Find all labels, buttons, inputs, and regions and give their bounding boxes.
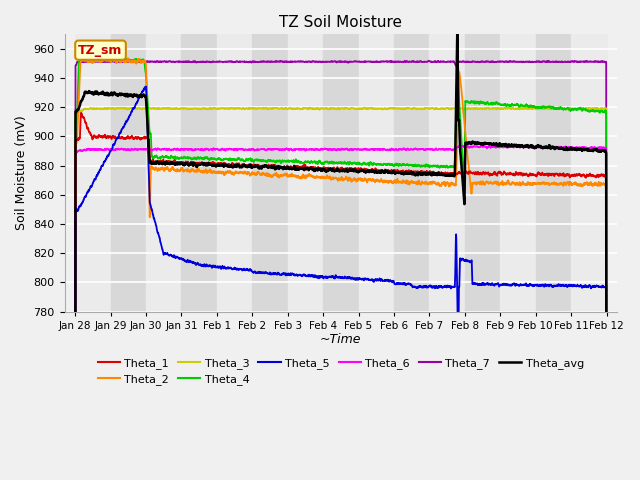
Theta_6: [298, 146, 306, 152]
Bar: [465, 34, 500, 312]
Theta_4: [535, 105, 543, 111]
Theta_avg: [132, 93, 140, 98]
Theta_4: [593, 108, 600, 113]
Theta_4: [275, 158, 283, 164]
Theta_1: [535, 171, 543, 177]
Bar: [75, 34, 111, 312]
X-axis label: ~Time: ~Time: [320, 334, 362, 347]
Theta_1: [132, 135, 140, 141]
Theta_avg: [298, 165, 306, 171]
Theta_avg: [163, 160, 171, 166]
Theta_1: [77, 110, 85, 116]
Bar: [252, 34, 288, 312]
Theta_3: [132, 106, 140, 111]
Theta_7: [535, 59, 543, 64]
Legend: Theta_1, Theta_2, Theta_3, Theta_4, Theta_5, Theta_6, Theta_7, Theta_avg: Theta_1, Theta_2, Theta_3, Theta_4, Thet…: [93, 353, 588, 389]
Line: Theta_6: Theta_6: [75, 145, 607, 480]
Bar: [323, 34, 358, 312]
Theta_2: [298, 175, 306, 180]
Bar: [181, 34, 217, 312]
Line: Theta_2: Theta_2: [75, 58, 607, 480]
Theta_5: [593, 284, 600, 289]
Line: Theta_avg: Theta_avg: [75, 28, 607, 480]
Theta_6: [593, 145, 600, 151]
Bar: [146, 34, 181, 312]
Theta_1: [298, 163, 306, 169]
Bar: [429, 34, 465, 312]
Line: Theta_5: Theta_5: [75, 86, 607, 480]
Theta_4: [132, 57, 140, 63]
Bar: [111, 34, 146, 312]
Theta_3: [593, 106, 600, 111]
Theta_5: [164, 251, 172, 256]
Bar: [571, 34, 607, 312]
Line: Theta_3: Theta_3: [75, 108, 607, 480]
Theta_avg: [593, 147, 600, 153]
Theta_5: [141, 84, 149, 89]
Bar: [217, 34, 252, 312]
Theta_6: [275, 146, 283, 152]
Theta_5: [132, 101, 140, 107]
Theta_3: [163, 106, 171, 111]
Bar: [536, 34, 571, 312]
Theta_1: [593, 174, 600, 180]
Theta_4: [298, 160, 306, 166]
Theta_5: [275, 271, 283, 276]
Bar: [358, 34, 394, 312]
Bar: [500, 34, 536, 312]
Theta_1: [164, 160, 172, 166]
Theta_3: [275, 106, 283, 112]
Bar: [288, 34, 323, 312]
Theta_6: [132, 147, 140, 153]
Theta_2: [79, 55, 87, 60]
Theta_avg: [454, 25, 461, 31]
Title: TZ Soil Moisture: TZ Soil Moisture: [279, 15, 403, 30]
Theta_3: [535, 106, 543, 111]
Theta_7: [425, 58, 433, 64]
Theta_5: [535, 282, 543, 288]
Theta_1: [275, 164, 283, 170]
Theta_6: [535, 145, 543, 151]
Theta_6: [459, 143, 467, 148]
Y-axis label: Soil Moisture (mV): Soil Moisture (mV): [15, 115, 28, 230]
Theta_7: [163, 59, 171, 65]
Theta_5: [298, 273, 306, 279]
Line: Theta_1: Theta_1: [75, 113, 607, 480]
Theta_6: [163, 146, 171, 152]
Theta_7: [593, 59, 600, 64]
Text: TZ_sm: TZ_sm: [78, 44, 123, 57]
Theta_avg: [275, 166, 283, 171]
Theta_2: [593, 182, 600, 188]
Theta_3: [361, 105, 369, 110]
Theta_2: [132, 60, 140, 65]
Theta_7: [298, 59, 306, 65]
Theta_2: [535, 181, 543, 187]
Theta_2: [275, 174, 283, 180]
Theta_avg: [535, 144, 543, 149]
Theta_2: [164, 165, 172, 170]
Theta_7: [275, 59, 283, 64]
Theta_7: [132, 59, 140, 65]
Theta_4: [102, 55, 109, 60]
Line: Theta_4: Theta_4: [75, 58, 607, 480]
Bar: [394, 34, 429, 312]
Theta_3: [298, 106, 306, 112]
Line: Theta_7: Theta_7: [75, 61, 607, 480]
Theta_4: [164, 155, 172, 161]
